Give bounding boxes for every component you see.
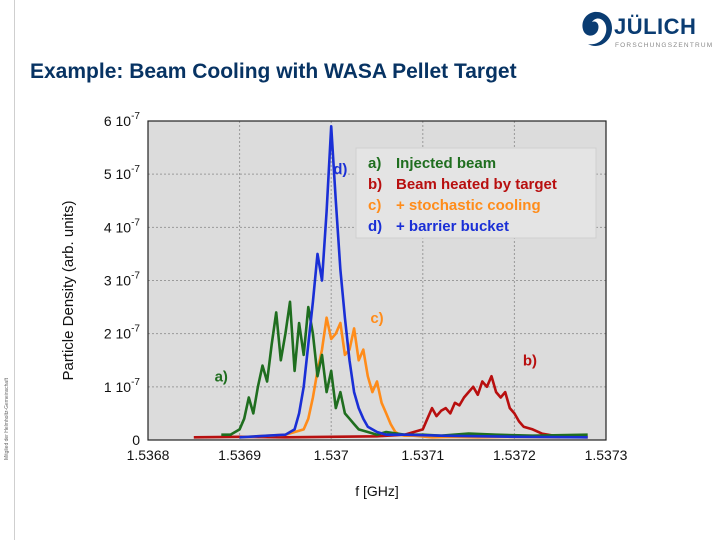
y-tick-label: 0 [132,432,140,448]
x-tick-label: 1.5373 [585,447,628,463]
x-tick-label: 1.5372 [493,447,536,463]
y-tick-label: 2 10-7 [104,324,141,342]
legend-label: + barrier bucket [396,218,509,235]
left-rule [14,0,15,540]
legend-box [355,147,597,239]
y-tick-label: 5 10-7 [104,164,141,182]
legend: a) Injected beam b) Beam heated by target c)… [355,147,597,239]
y-tick-label: 1 10-7 [104,377,141,395]
legend-label: Injected beam [396,155,496,172]
legend-key: d) [368,218,382,235]
annotation-b: b) [523,353,537,370]
legend-label: + stochastic cooling [396,197,541,214]
y-tick-label: 4 10-7 [104,217,141,235]
y-tick-label: 6 10-7 [104,111,141,129]
legend-label: Beam heated by target [396,176,557,193]
y-tick-label: 3 10-7 [104,271,141,289]
annotation-c: c) [370,310,383,327]
legend-key: b) [368,176,382,193]
series-line-d [239,125,588,439]
legend-key: a) [368,155,381,172]
logo-subtext: FORSCHUNGSZENTRUM [615,42,714,49]
annotation-d: d) [333,161,347,178]
julich-emblem-icon [582,11,612,47]
x-tick-label: 1.5371 [401,447,444,463]
annotation-a: a) [215,369,228,386]
slide-title: Example: Beam Cooling with WASA Pellet T… [30,60,517,83]
plot-frame [147,120,607,441]
julich-logo: JÜLICH FORSCHUNGSZENTRUM [574,8,712,56]
x-tick-label: 1.537 [314,447,349,463]
y-axis-label: Particle Density (arb. units) [60,200,77,380]
x-tick-label: 1.5369 [218,447,261,463]
series-line-b [193,374,588,439]
legend-key: c) [368,197,381,214]
x-tick-label: 1.5368 [127,447,170,463]
logo-wordmark: JÜLICH [614,14,697,39]
x-axis-label: f [GHz] [355,483,399,499]
